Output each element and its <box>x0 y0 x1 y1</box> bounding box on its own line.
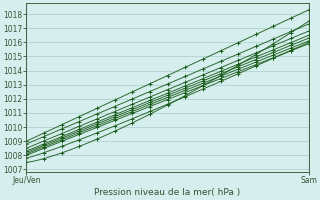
X-axis label: Pression niveau de la mer( hPa ): Pression niveau de la mer( hPa ) <box>94 188 241 197</box>
